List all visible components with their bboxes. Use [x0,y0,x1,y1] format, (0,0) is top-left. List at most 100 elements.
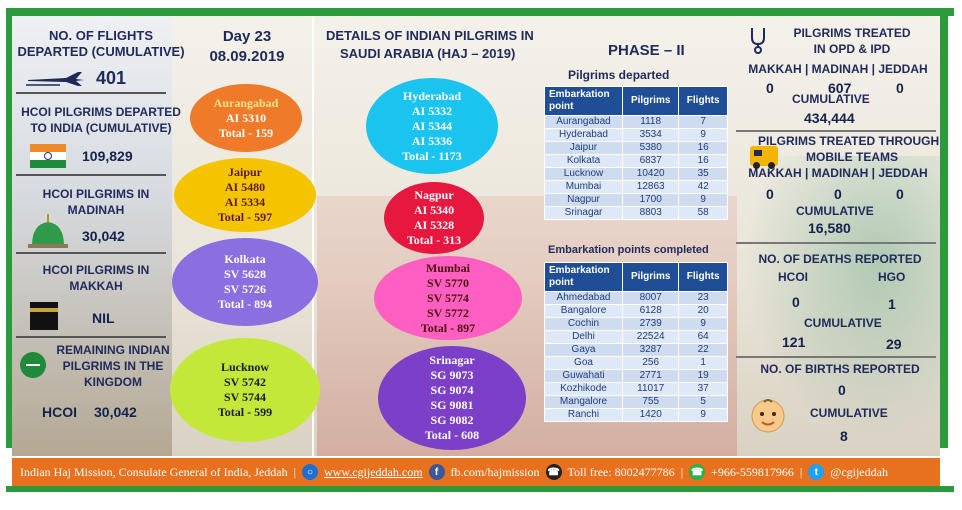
table-cell: Nagpur [544,193,623,207]
right-separator-3 [736,356,936,358]
treated-cumulative-label: CUMULATIVE [792,92,870,106]
mobile-cumulative: 16,580 [808,220,851,236]
table-row: Guwahati 2771 19 [544,369,728,383]
flights-title: NO. OF FLIGHTS DEPARTED (CUMULATIVE) [17,28,185,59]
left-separator-2 [16,174,166,176]
treated-cumulative: 434,444 [804,110,855,126]
oval-hyderabad: Hyderabad AI 5332 AI 5344 AI 5336 Total … [366,78,498,174]
births-value: 0 [838,382,846,398]
oval-lucknow: Lucknow SV 5742 SV 5744 Total - 599 [170,338,320,442]
deaths-cum-hcoi: 121 [782,334,806,350]
footer-facebook-link[interactable]: fb.com/hajmission [450,464,540,479]
footer-twitter-link[interactable]: @cgijeddah [830,464,888,479]
mobile-madinah: 0 [834,186,842,202]
table-cell: 5 [678,395,728,409]
oval-kolkata: Kolkata SV 5628 SV 5726 Total - 894 [172,238,318,326]
oval-aurangabad: Aurangabad AI 5310 Total - 159 [190,84,302,152]
table-cell: Ranchi [544,408,623,422]
table-cell: Bangalore [544,304,623,318]
table-cell: 1700 [621,193,680,207]
facebook-icon: f [428,464,445,480]
oval-flight: SG 9073 [430,368,474,382]
table-row: Nagpur 1700 9 [544,193,728,207]
table-row: Bangalore 6128 20 [544,304,728,318]
table-cell: 9 [678,193,728,207]
right-separator-1 [736,130,936,132]
oval-flight: SG 9081 [430,398,474,412]
table-cell: 16 [678,141,728,155]
saudi-flag-icon [20,352,46,378]
footer-sep: | [293,464,297,479]
footer-sep: | [799,464,803,479]
table-cell: 3534 [621,128,680,142]
table-cell: Ahmedabad [544,291,623,305]
oval-total: Total - 597 [217,210,273,224]
table-cell: Cochin [544,317,623,331]
deaths-cumulative-label: CUMULATIVE [804,316,882,330]
table-cell: 42 [678,180,728,194]
oval-flight: SV 5744 [223,390,267,404]
table-header-row: Embarkation point Pilgrims Flights [544,262,728,292]
phone-icon: ☎ [545,464,562,480]
whatsapp-icon: ☎ [689,464,706,480]
table-cell: Hyderabad [544,128,623,142]
table-header: Flights [678,86,728,116]
table-cell: 22 [678,343,728,357]
table-cell: 12863 [621,180,680,194]
deaths-hgo-label: HGO [878,270,906,284]
ambulance-icon [750,146,778,169]
table-cell: Lucknow [544,167,623,181]
oval-flight: SG 9074 [430,383,474,397]
makkah-value: NIL [92,310,115,326]
table-cell: Gaya [544,343,623,357]
content-area: NO. OF FLIGHTS DEPARTED (CUMULATIVE) 401… [12,16,940,456]
table-cell: 9 [678,128,728,142]
table-cell: 11017 [621,382,680,396]
table-cell: 7 [678,115,728,129]
table-cell: Goa [544,356,623,370]
table-cell: 8803 [621,206,680,220]
center-title-line1: DETAILS OF INDIAN PILGRIMS IN [326,28,534,43]
oval-total: Total - 894 [217,297,273,311]
table-cell: Delhi [544,330,623,344]
table-cell: 6837 [621,154,680,168]
oval-flight: AI 5344 [411,118,453,133]
remaining-value: 30,042 [94,404,137,420]
center-title-line2: SAUDI ARABIA (HAJ – 2019) [340,46,516,61]
footer-sep: | [680,464,684,479]
table-cell: 256 [621,356,680,370]
oval-mumbai: Mumbai SV 5770 SV 5774 SV 5772 Total - 8… [374,256,522,340]
makkah-title: HCOI PILGRIMS IN MAKKAH [42,263,150,293]
table-cell: 37 [678,382,728,396]
table-cell: 23 [678,291,728,305]
table-cell: Kozhikode [544,382,623,396]
treated-title-2: IN OPD & IPD [813,42,891,56]
table-cell: 19 [678,369,728,383]
table-cell: 1 [678,356,728,370]
treated-madinah: 607 [828,80,852,96]
table-cell: 64 [678,330,728,344]
mobile-title-1: PILGRIMS TREATED THROUGH [758,134,940,148]
remaining-label: HCOI [42,404,77,420]
baby-icon [751,399,785,433]
left-separator-3 [16,252,166,254]
oval-srinagar: Srinagar SG 9073 SG 9074 SG 9081 SG 9082… [378,346,526,450]
madinah-value: 30,042 [82,228,125,244]
oval-total: Total - 599 [217,405,273,419]
departed-title: HCOI PILGRIMS DEPARTED TO INDIA (CUMULAT… [21,105,181,135]
table-row: Gaya 3287 22 [544,343,728,357]
table-cell: Kolkata [544,154,623,168]
table-cell: Srinagar [544,206,623,220]
oval-city: Mumbai [425,260,470,275]
stethoscope-icon [751,28,765,54]
table-cell: 755 [621,395,680,409]
births-cumulative: 8 [840,428,848,444]
table-row: Ranchi 1420 9 [544,408,728,422]
departed-table-title: Pilgrims departed [568,68,670,82]
footer-website-link[interactable]: www.cgijeddah.com [324,464,423,479]
top-border [6,8,954,16]
table-header-row: Embarkation point Pilgrims Flights [544,86,728,116]
table-row: Jaipur 5380 16 [544,141,728,155]
table-cell: 22524 [621,330,680,344]
